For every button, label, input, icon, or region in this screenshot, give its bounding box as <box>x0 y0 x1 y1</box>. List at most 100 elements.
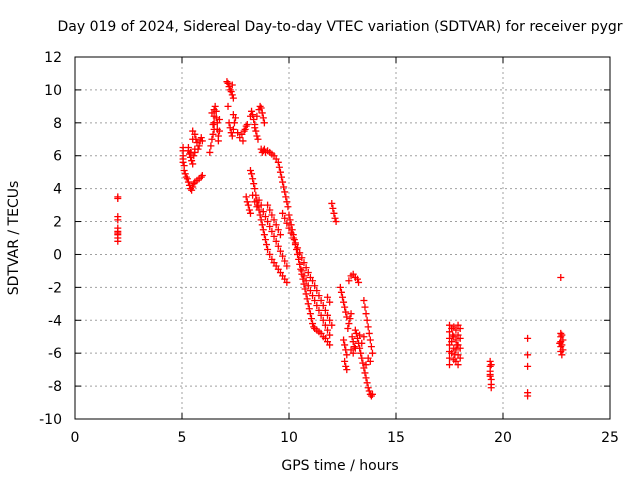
data-point <box>212 114 220 122</box>
data-point <box>304 269 312 277</box>
data-point <box>324 311 332 319</box>
data-point <box>353 275 361 283</box>
data-point <box>114 237 122 245</box>
data-point <box>558 351 566 359</box>
data-point <box>317 297 325 305</box>
data-point <box>206 148 214 156</box>
data-point <box>309 292 317 300</box>
data-point <box>272 221 280 229</box>
data-point <box>255 196 263 204</box>
data-point <box>266 250 274 258</box>
data-point <box>229 111 237 119</box>
data-point <box>296 260 304 268</box>
data-point <box>315 292 323 300</box>
data-point <box>341 357 349 365</box>
data-point <box>345 277 353 285</box>
data-point <box>212 107 220 115</box>
data-point <box>524 334 532 342</box>
data-point <box>452 336 460 344</box>
data-point <box>282 193 290 201</box>
data-point <box>184 178 192 186</box>
data-point <box>364 384 372 392</box>
data-point <box>311 282 319 290</box>
y-tick-label: 8 <box>53 116 62 132</box>
data-point <box>302 277 310 285</box>
data-point <box>260 145 268 153</box>
data-point <box>114 216 122 224</box>
data-point <box>257 104 265 112</box>
y-tick-labels: -10 -8 -6 -4 -2 0 2 4 6 8 10 12 <box>39 50 62 428</box>
data-point <box>342 308 350 316</box>
data-point <box>298 254 306 262</box>
data-point <box>234 129 242 137</box>
data-point <box>195 142 203 150</box>
data-point <box>283 262 291 270</box>
data-point <box>343 313 351 321</box>
data-point <box>189 183 197 191</box>
data-point <box>243 120 251 128</box>
data-point <box>309 320 317 328</box>
data-point <box>292 246 300 254</box>
x-tick-label: 20 <box>494 430 512 446</box>
data-point <box>254 135 262 143</box>
data-point <box>331 214 339 222</box>
data-point <box>266 222 274 230</box>
x-axis-label: GPS time / hours <box>281 458 398 474</box>
data-point <box>259 226 267 234</box>
data-point <box>487 384 495 392</box>
data-point <box>250 180 258 188</box>
data-point <box>326 298 334 306</box>
data-point <box>340 336 348 344</box>
data-point <box>355 278 363 286</box>
data-point <box>556 339 564 347</box>
chart-title: Day 019 of 2024, Sidereal Day-to-day VTE… <box>57 19 622 35</box>
data-point <box>268 211 276 219</box>
data-point <box>343 351 351 359</box>
data-point <box>242 193 250 201</box>
data-point <box>361 303 369 311</box>
y-tick-label: 10 <box>44 83 62 99</box>
data-point <box>259 114 267 122</box>
data-point <box>185 181 193 189</box>
data-point <box>326 341 334 349</box>
data-point <box>241 125 249 133</box>
data-point <box>257 201 265 209</box>
data-point <box>240 127 248 135</box>
data-point <box>251 124 259 132</box>
data-point <box>349 349 357 357</box>
data-point <box>363 316 371 324</box>
data-point <box>191 148 199 156</box>
data-point <box>244 201 252 209</box>
data-point <box>446 354 453 362</box>
data-point <box>224 102 232 110</box>
data-point <box>558 331 566 339</box>
y-tick-label: 4 <box>53 182 62 198</box>
data-point <box>321 321 329 329</box>
data-point <box>364 323 372 331</box>
data-point <box>251 185 259 193</box>
data-point <box>180 167 188 175</box>
data-point <box>452 326 460 334</box>
data-point <box>299 275 307 283</box>
data-point <box>310 323 318 331</box>
data-point <box>197 134 205 142</box>
data-point <box>248 170 256 178</box>
data-point <box>452 346 460 354</box>
data-point <box>281 188 289 196</box>
data-point <box>356 331 364 339</box>
data-point <box>264 218 272 226</box>
data-point <box>345 320 353 328</box>
data-point <box>285 211 293 219</box>
data-point <box>362 310 370 318</box>
data-point <box>192 135 200 143</box>
data-point <box>209 130 217 138</box>
y-tick-label: 0 <box>53 247 62 263</box>
data-point <box>191 130 199 138</box>
data-point <box>347 310 355 318</box>
data-point <box>215 127 223 135</box>
data-point <box>226 86 234 94</box>
data-point <box>341 303 349 311</box>
data-point <box>337 288 345 296</box>
data-point <box>559 346 567 354</box>
data-point <box>487 361 495 369</box>
